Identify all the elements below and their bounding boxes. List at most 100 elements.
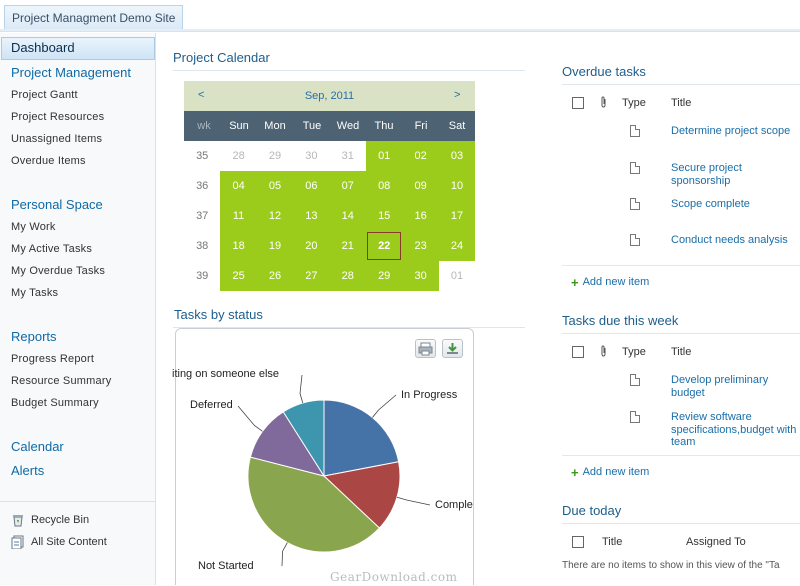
overdue-task-1[interactable]: Determine project scope (671, 125, 791, 137)
nav-item-unassigned-items[interactable]: Unassigned Items (11, 133, 103, 145)
nav-dashboard[interactable]: Dashboard (11, 40, 75, 55)
calendar-day[interactable]: 07 (329, 171, 366, 201)
calendar-day[interactable]: 18 (220, 231, 257, 261)
nav-item-project-resources[interactable]: Project Resources (11, 111, 105, 123)
calendar-month-label: Sep, 2011 (304, 90, 355, 102)
calendar-day[interactable]: 17 (438, 201, 476, 231)
document-icon (630, 411, 640, 423)
calendar-day[interactable]: 23 (402, 231, 439, 261)
overdue-title-divider (562, 84, 800, 85)
document-icon (630, 162, 640, 174)
calendar-day[interactable]: 13 (293, 201, 330, 231)
due-week-list-divider (562, 455, 800, 456)
calendar-day-other-month[interactable]: 01 (438, 261, 476, 291)
export-chart-button[interactable] (442, 339, 463, 358)
pie-label-connector (281, 542, 288, 567)
due-today-col-title[interactable]: Title (602, 536, 623, 548)
due-week-title-divider (562, 333, 800, 334)
overdue-task-4[interactable]: Conduct needs analysis (671, 234, 788, 246)
site-title-tab[interactable]: Project Managment Demo Site (4, 5, 184, 29)
nav-item-project-gantt[interactable]: Project Gantt (11, 89, 78, 101)
calendar-day[interactable]: 24 (438, 231, 476, 261)
due-today-select-all-checkbox[interactable] (572, 536, 584, 548)
nav-personal-space[interactable]: Personal Space (11, 197, 103, 212)
calendar-day[interactable]: 10 (438, 171, 476, 201)
calendar-header-tue: Tue (302, 120, 322, 132)
calendar-day-other-month[interactable]: 28 (220, 141, 257, 171)
nav-item-my-work[interactable]: My Work (11, 221, 56, 233)
calendar-day[interactable]: 05 (256, 171, 294, 201)
nav-item-resource-summary[interactable]: Resource Summary (11, 375, 112, 387)
calendar-day[interactable]: 25 (220, 261, 257, 291)
calendar-day[interactable]: 04 (220, 171, 257, 201)
recycle-bin-link[interactable]: Recycle Bin (11, 513, 89, 527)
add-icon: + (571, 274, 579, 290)
calendar-week-number: 39 (184, 261, 221, 291)
calendar-day[interactable]: 16 (402, 201, 439, 231)
calendar-day[interactable]: 19 (256, 231, 294, 261)
calendar-day[interactable]: 02 (402, 141, 439, 171)
calendar-day[interactable]: 22 (366, 231, 403, 261)
due-week-task-1[interactable]: Develop preliminary budget (671, 374, 769, 399)
calendar-day[interactable]: 03 (438, 141, 476, 171)
nav-selected-highlight (1, 37, 155, 60)
due-week-task-2[interactable]: Review software specifications,budget wi… (671, 411, 797, 448)
nav-calendar[interactable]: Calendar (11, 439, 64, 454)
calendar-day[interactable]: 09 (402, 171, 439, 201)
due-week-col-title[interactable]: Title (671, 346, 692, 358)
calendar-day[interactable]: 06 (293, 171, 330, 201)
calendar-next-button[interactable]: > (454, 89, 461, 101)
due-today-empty-message: There are no items to show in this view … (562, 560, 780, 571)
overdue-task-3[interactable]: Scope complete (671, 198, 750, 210)
document-icon (630, 125, 640, 137)
nav-item-progress-report[interactable]: Progress Report (11, 353, 95, 365)
calendar-prev-button[interactable]: < (198, 89, 205, 101)
overdue-list-divider (562, 265, 800, 266)
label-waiting-on-someone-else: iting on someone else (172, 368, 280, 380)
nav-reports[interactable]: Reports (11, 329, 57, 344)
overdue-col-type[interactable]: Type (622, 97, 646, 109)
calendar-day[interactable]: 26 (256, 261, 294, 291)
overdue-task-2[interactable]: Secure project sponsorship (671, 162, 742, 187)
calendar-day-other-month[interactable]: 31 (329, 141, 366, 171)
site-content-icon (11, 535, 25, 550)
slice-in-progress[interactable] (323, 399, 400, 477)
overdue-add-new-item[interactable]: + Add new item (571, 274, 649, 290)
nav-project-management[interactable]: Project Management (11, 65, 131, 80)
overdue-select-all-checkbox[interactable] (572, 97, 584, 109)
due-week-add-new-item[interactable]: + Add new item (571, 466, 649, 479)
calendar-day[interactable]: 21 (329, 231, 366, 261)
calendar-header-thu: Thu (374, 120, 394, 132)
due-today-col-assigned[interactable]: Assigned To (686, 536, 746, 548)
nav-item-my-tasks[interactable]: My Tasks (11, 287, 59, 299)
calendar-day[interactable]: 01 (366, 141, 403, 171)
label-deferred: Deferred (190, 399, 233, 411)
due-week-col-type[interactable]: Type (622, 346, 646, 358)
calendar-day[interactable]: 15 (366, 201, 403, 231)
calendar-day[interactable]: 20 (293, 231, 330, 261)
nav-item-overdue-items[interactable]: Overdue Items (11, 155, 86, 167)
calendar-day[interactable]: 30 (402, 261, 439, 291)
calendar-day[interactable]: 28 (329, 261, 366, 291)
calendar-day[interactable]: 11 (220, 201, 257, 231)
nav-alerts[interactable]: Alerts (11, 463, 45, 478)
calendar-day-other-month[interactable]: 30 (293, 141, 330, 171)
document-icon (630, 374, 640, 386)
overdue-col-title[interactable]: Title (671, 97, 692, 109)
pie-label-connector (299, 374, 304, 404)
calendar-day-other-month[interactable]: 29 (256, 141, 294, 171)
nav-item-my-overdue-tasks[interactable]: My Overdue Tasks (11, 265, 106, 277)
all-site-content-link[interactable]: All Site Content (11, 535, 107, 550)
due-week-select-all-checkbox[interactable] (572, 346, 584, 358)
calendar-day[interactable]: 14 (329, 201, 366, 231)
calendar-day[interactable]: 08 (366, 171, 403, 201)
print-chart-button[interactable] (415, 339, 436, 358)
calendar-header-fri: Fri (414, 120, 428, 132)
calendar-day[interactable]: 29 (366, 261, 403, 291)
calendar-header-sun: Sun (229, 120, 249, 132)
nav-item-my-active-tasks[interactable]: My Active Tasks (11, 243, 93, 255)
calendar-day[interactable]: 27 (293, 261, 330, 291)
nav-item-budget-summary[interactable]: Budget Summary (11, 397, 99, 409)
calendar-day[interactable]: 12 (256, 201, 294, 231)
calendar-header-wed: Wed (336, 120, 360, 132)
